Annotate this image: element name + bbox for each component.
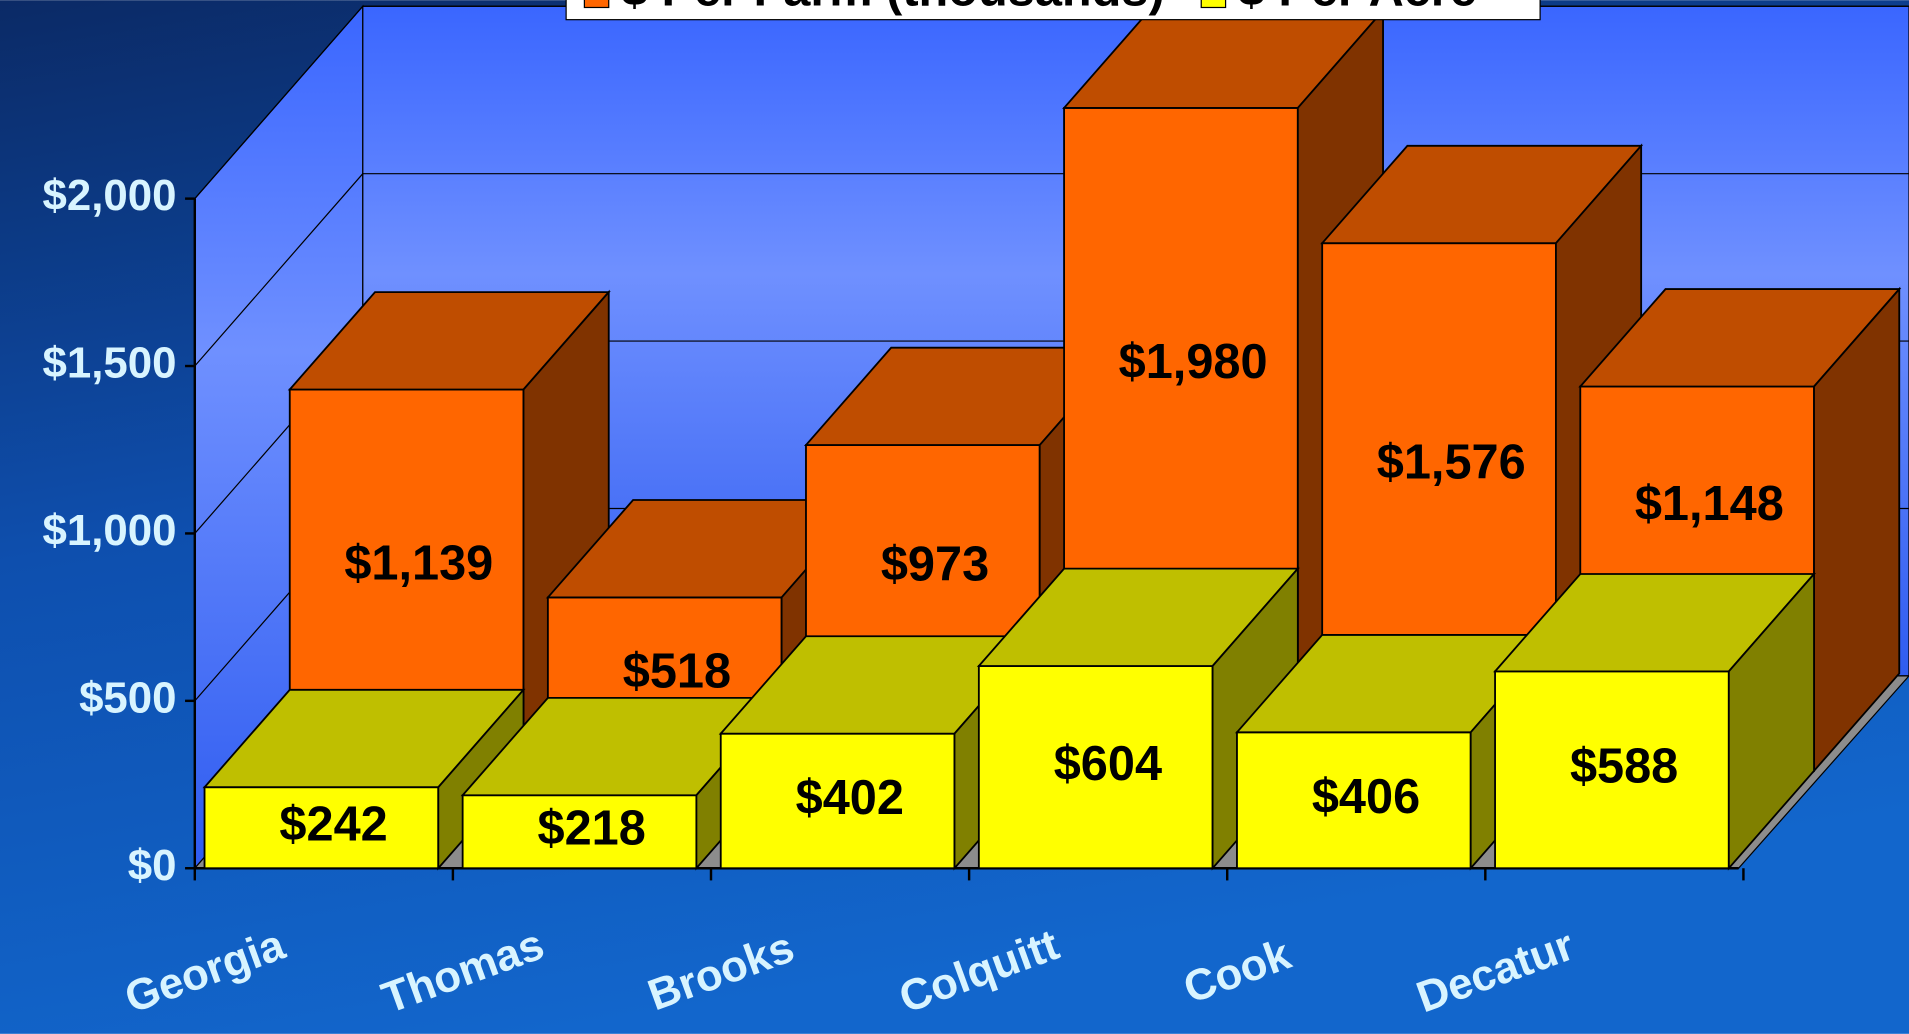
data-label: $1,576 [1377, 436, 1526, 490]
data-label: $1,148 [1635, 477, 1784, 531]
bar-front [719, 732, 956, 870]
y-tick-label: $1,500 [43, 339, 177, 388]
data-label: $1,980 [1119, 335, 1268, 389]
grid-line [194, 5, 364, 200]
data-label: $402 [796, 771, 904, 825]
legend-label: $ Per Acre [1238, 0, 1477, 17]
data-label: $973 [881, 537, 989, 591]
bar-front [203, 786, 440, 870]
bar-side [1727, 571, 1815, 871]
data-label: $518 [623, 644, 731, 698]
y-tick-label: $2,000 [43, 171, 177, 220]
data-label: $604 [1054, 737, 1162, 791]
data-label: $406 [1312, 770, 1420, 824]
data-label: $1,139 [344, 536, 493, 590]
bar-front [1236, 731, 1472, 870]
data-label: $218 [538, 802, 646, 856]
grid-line [194, 173, 364, 367]
data-label: $242 [279, 798, 387, 852]
legend-box [565, 0, 1541, 21]
bar-front [977, 665, 1214, 870]
bar-front [461, 794, 698, 870]
data-label: $588 [1570, 740, 1678, 794]
legend-label: $ Per Farm (thousands) [621, 0, 1165, 17]
legend-swatch [1200, 0, 1227, 9]
legend-swatch [583, 0, 610, 9]
y-tick-label: $1,000 [43, 506, 177, 555]
y-tick-label: $0 [128, 841, 177, 890]
y-tick-label: $500 [79, 673, 176, 722]
